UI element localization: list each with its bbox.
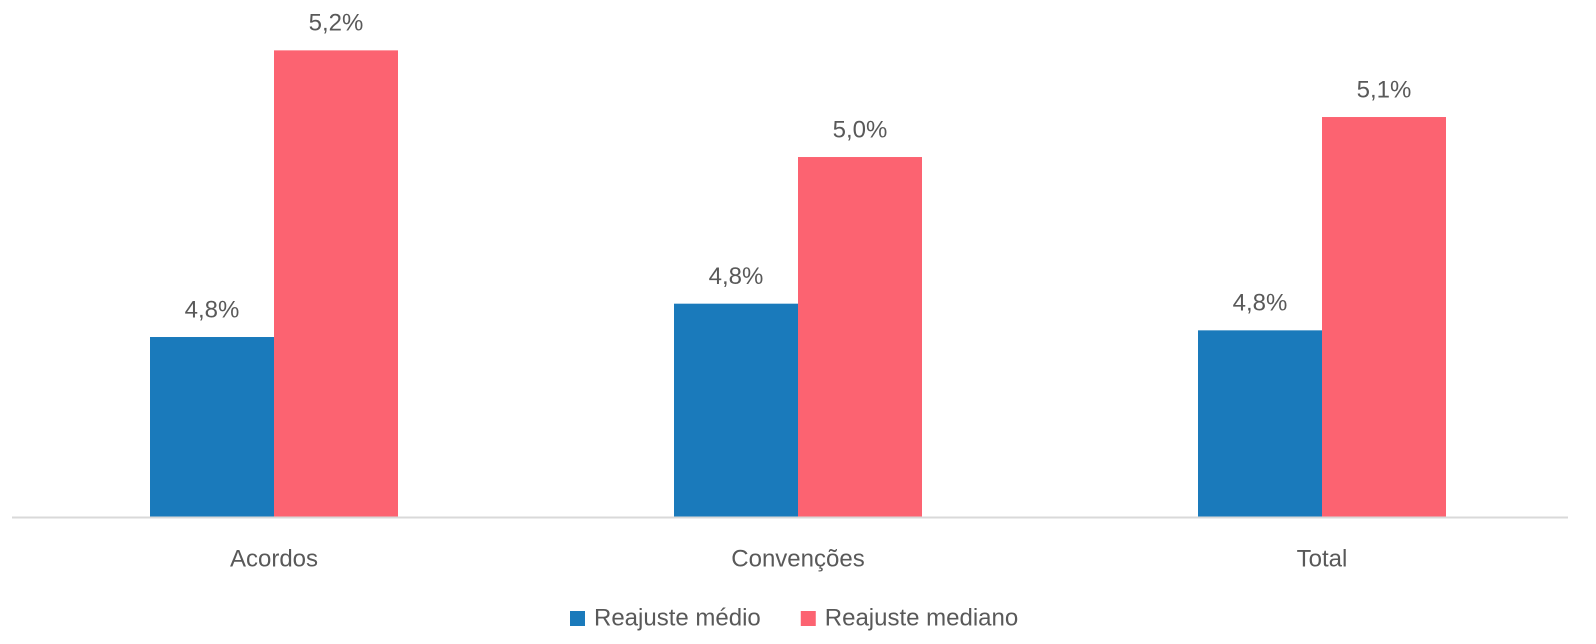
legend-swatch (570, 611, 585, 626)
bar (1322, 117, 1446, 518)
bar (274, 50, 398, 518)
x-tick-label: Acordos (230, 545, 318, 572)
x-tick-label: Total (1297, 545, 1348, 572)
legend-label: Reajuste médio (594, 604, 761, 631)
data-label: 4,8% (185, 296, 240, 323)
data-label: 5,2% (309, 10, 364, 37)
bar (798, 157, 922, 517)
legend-label: Reajuste mediano (825, 604, 1018, 631)
bar (150, 337, 274, 517)
data-label: 4,8% (709, 263, 764, 290)
data-label: 5,0% (833, 116, 888, 143)
data-label: 5,1% (1357, 76, 1412, 103)
data-label: 4,8% (1233, 290, 1288, 317)
legend-swatch (800, 611, 816, 626)
bar (1198, 330, 1322, 517)
bar (674, 303, 798, 517)
x-tick-label: Convenções (731, 545, 864, 572)
